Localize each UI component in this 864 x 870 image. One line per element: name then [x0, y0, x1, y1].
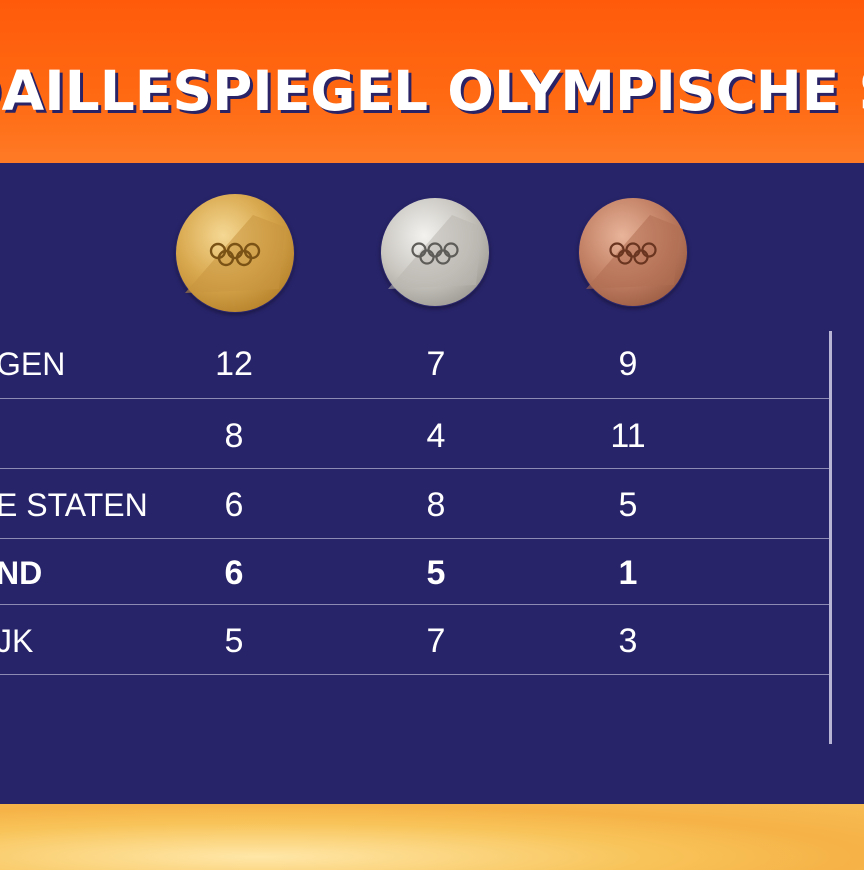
gold-count: 12	[215, 345, 253, 383]
table-row: 8 4 11	[0, 403, 832, 469]
table-row-highlighted: ND 6 5 1	[0, 540, 832, 606]
row-divider	[0, 604, 832, 605]
bronze-count: 3	[618, 622, 638, 660]
row-divider	[0, 538, 832, 539]
row-divider	[0, 468, 832, 469]
silver-count: 7	[426, 622, 446, 660]
silver-count: 4	[426, 417, 446, 455]
silver-count: 8	[426, 486, 446, 524]
bronze-medal-icon	[578, 197, 688, 307]
header-banner: DAILLESPIEGEL OLYMPISCHE SPEL	[0, 0, 864, 163]
bronze-count: 11	[610, 417, 646, 455]
row-divider	[0, 398, 832, 399]
table-row: GEN 12 7 9	[0, 331, 832, 397]
gold-medal-icon	[175, 193, 295, 313]
bronze-count: 5	[618, 486, 638, 524]
silver-count: 7	[426, 345, 446, 383]
silver-count: 5	[426, 554, 446, 592]
country-name: E STATEN	[0, 487, 148, 523]
row-divider	[0, 674, 832, 675]
bottom-decoration	[0, 804, 864, 870]
bronze-count: 1	[618, 554, 638, 592]
country-name: JK	[0, 623, 34, 659]
gold-count: 5	[224, 622, 244, 660]
bronze-count: 9	[618, 345, 638, 383]
gold-count: 8	[224, 417, 244, 455]
table-row: E STATEN 6 8 5	[0, 472, 832, 538]
vertical-divider	[829, 331, 832, 744]
table-row: JK 5 7 3	[0, 608, 832, 674]
page-title: DAILLESPIEGEL OLYMPISCHE SPEL	[0, 59, 864, 123]
gold-count: 6	[224, 554, 244, 592]
country-name: ND	[0, 555, 43, 591]
silver-medal-icon	[380, 197, 490, 307]
country-name: GEN	[0, 346, 66, 382]
gold-count: 6	[224, 486, 244, 524]
